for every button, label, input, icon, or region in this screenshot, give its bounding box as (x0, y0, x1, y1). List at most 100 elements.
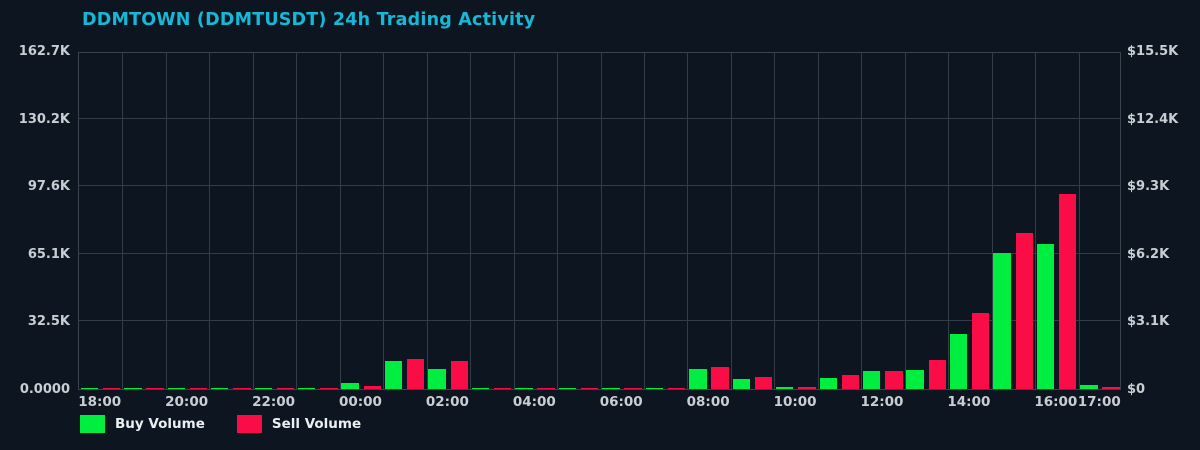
x-tick-label-0200: 02:00 (425, 394, 469, 410)
buy-bar-18:00 (80, 387, 99, 389)
sell-volume-swatch (236, 415, 262, 433)
sell-bar-19:00 (146, 387, 164, 389)
y-right-tick-label: $15.5K (1127, 44, 1179, 59)
vertical-gridline (252, 53, 254, 389)
sell-bar-10:00 (798, 386, 816, 389)
buy-bar-13:00 (906, 370, 924, 389)
y-left-tick-label: 0.0000 (19, 382, 70, 397)
sell-bar-12:00 (885, 371, 903, 389)
vertical-gridline (122, 53, 124, 389)
buy-bar-05:00 (558, 387, 577, 389)
y-right-tick-label: $9.3K (1127, 179, 1170, 195)
sell-bar-08:00 (711, 366, 729, 389)
x-tick-label-0600: 06:00 (599, 394, 643, 410)
sell-bar-14:00 (972, 312, 990, 389)
y-left-tick-label: 130.2K (18, 111, 70, 127)
buy-bar-01:00 (384, 360, 403, 389)
y-left-tick-label: 65.1K (27, 246, 70, 262)
sell-bar-17:00 (1102, 386, 1120, 389)
vertical-gridline (1035, 53, 1037, 389)
x-tick-label-0000: 00:00 (338, 394, 382, 410)
vertical-gridline (817, 53, 819, 389)
sell-bar-05:00 (580, 387, 599, 389)
sell-bar-23:00 (320, 387, 338, 389)
vertical-gridline (904, 53, 906, 389)
x-tick-label-1400: 14:00 (947, 394, 991, 410)
y-right-tick-label: $3.1K (1127, 314, 1170, 330)
sell-bar-22:00 (276, 387, 295, 389)
sell-bar-00:00 (363, 386, 382, 389)
vertical-gridline (296, 53, 298, 389)
buy-bar-23:00 (298, 387, 316, 389)
sell-bar-13:00 (928, 360, 946, 389)
vertical-gridline (209, 53, 211, 389)
buy-bar-08:00 (689, 369, 707, 389)
horizontal-gridline (79, 185, 1120, 187)
x-tick-label-1200: 12:00 (860, 394, 904, 410)
sell-bar-06:00 (624, 387, 642, 389)
sell-bar-11:00 (841, 374, 860, 389)
x-tick-label-1800: 18:00 (78, 394, 122, 410)
sell-bar-03:00 (494, 387, 512, 389)
buy-bar-10:00 (776, 386, 794, 389)
buy-bar-19:00 (124, 387, 142, 389)
x-tick-label-0400: 04:00 (512, 394, 556, 410)
x-tick-label-1000: 10:00 (773, 394, 817, 410)
sell-bar-04:00 (537, 387, 555, 389)
sell-bar-01:00 (407, 359, 425, 389)
sell-bar-07:00 (667, 387, 686, 389)
buy-bar-12:00 (862, 371, 881, 389)
buy-bar-22:00 (254, 387, 272, 389)
vertical-gridline (774, 53, 776, 389)
sell-bar-21:00 (233, 387, 251, 389)
sell-bar-18:00 (102, 387, 121, 389)
sell-bar-02:00 (450, 361, 468, 389)
sell-bar-16:00 (1058, 194, 1077, 389)
vertical-gridline (600, 53, 602, 389)
vertical-gridline (165, 53, 167, 389)
vertical-gridline (470, 53, 472, 389)
plot-area (78, 52, 1121, 390)
buy-bar-14:00 (949, 334, 968, 389)
x-tick-label-2000: 20:00 (165, 394, 209, 410)
vertical-gridline (861, 53, 863, 389)
y-left-tick-label: 97.6K (27, 179, 70, 195)
y-right-tick-label: $6.2K (1127, 246, 1170, 262)
sell-volume-legend-label: Sell Volume (271, 416, 362, 432)
vertical-gridline (730, 53, 732, 389)
vertical-gridline (339, 53, 341, 389)
vertical-gridline (426, 53, 428, 389)
buy-bar-03:00 (471, 387, 490, 389)
sell-bar-09:00 (754, 376, 773, 389)
buy-bar-17:00 (1080, 384, 1098, 389)
vertical-gridline (687, 53, 689, 389)
vertical-gridline (513, 53, 515, 389)
x-tick-label-1700: 17:00 (1077, 394, 1121, 410)
buy-bar-15:00 (993, 253, 1011, 389)
buy-bar-00:00 (341, 382, 359, 389)
x-tick-label-1600: 16:00 (1034, 394, 1078, 410)
chart-title: DDMTOWN (DDMTUSDT) 24h Trading Activity (82, 10, 536, 30)
y-left-tick-label: 32.5K (27, 314, 70, 330)
buy-bar-21:00 (211, 387, 229, 389)
buy-bar-20:00 (167, 387, 186, 389)
sell-bar-15:00 (1015, 233, 1033, 389)
buy-bar-07:00 (645, 387, 664, 389)
horizontal-gridline (79, 320, 1120, 322)
buy-bar-04:00 (515, 387, 533, 389)
buy-volume-swatch (80, 415, 105, 433)
x-tick-label-0800: 08:00 (686, 394, 730, 410)
y-right-tick-label: $12.4K (1127, 111, 1179, 127)
buy-bar-02:00 (428, 369, 446, 389)
vertical-gridline (991, 53, 993, 389)
y-right-tick-label: $0 (1127, 382, 1146, 397)
vertical-gridline (948, 53, 950, 389)
horizontal-gridline (79, 117, 1120, 119)
sell-bar-20:00 (189, 387, 208, 389)
vertical-gridline (383, 53, 385, 389)
buy-bar-06:00 (602, 387, 620, 389)
vertical-gridline (643, 53, 645, 389)
vertical-gridline (557, 53, 559, 389)
buy-bar-09:00 (732, 379, 750, 389)
